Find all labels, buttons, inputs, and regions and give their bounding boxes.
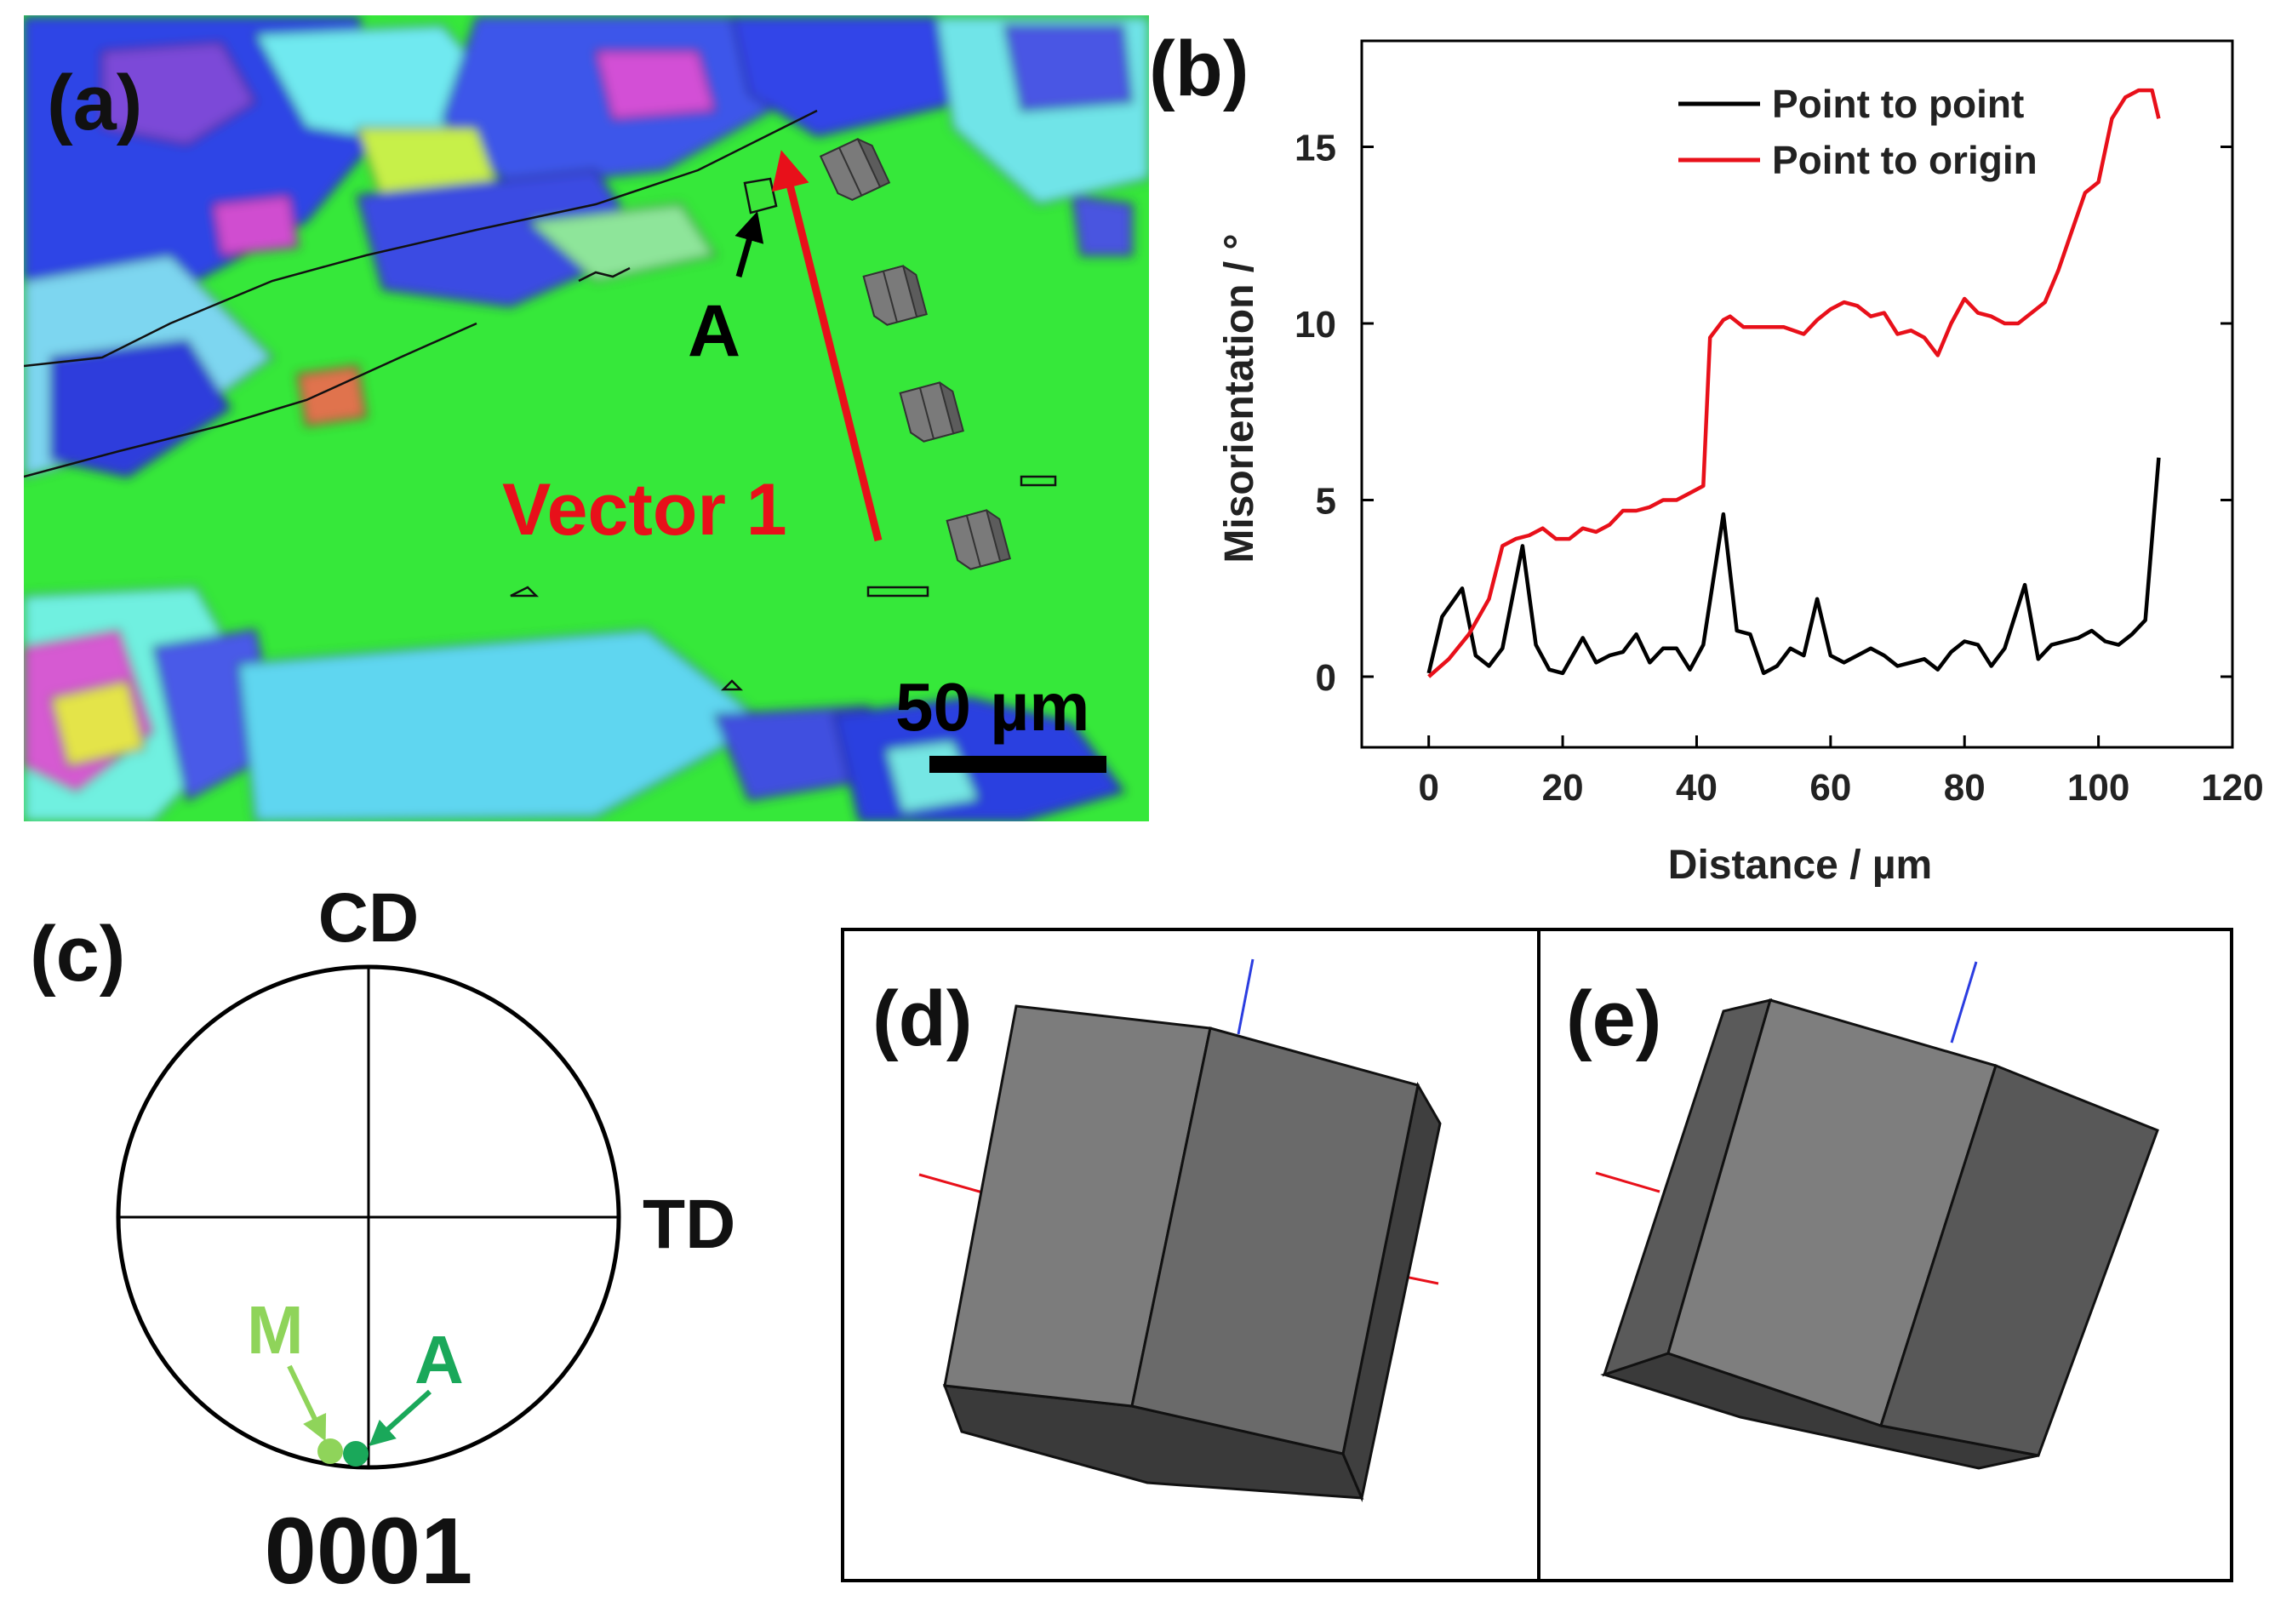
pole-arrow-m (287, 1364, 327, 1442)
crystal-view-d: (d) (872, 958, 1442, 1503)
x-tick-label: 60 (1809, 767, 1851, 809)
panel-label-b: (b) (1149, 26, 1249, 112)
series-line-point-to-origin (1427, 88, 2161, 678)
vector-1-label: Vector 1 (502, 469, 787, 551)
pole-point-m (317, 1438, 343, 1464)
hex-prism-icon (899, 381, 964, 443)
pole-figure-td-label: TD (643, 1186, 735, 1263)
x-tick-label: 20 (1542, 767, 1584, 809)
series-line-point-to-point (1426, 457, 2161, 676)
panel-label-e: (e) (1566, 975, 1661, 1062)
point-a-arrow (734, 211, 764, 277)
point-a-label: A (688, 290, 740, 372)
pole-figure-cd-label: CD (318, 879, 419, 957)
x-tick-label: 120 (2201, 767, 2263, 809)
crystal-views-panel: (d) (e) (841, 928, 2233, 1582)
panel-label-a: (a) (47, 60, 142, 146)
misorientation-chart: (b) 0 20 40 60 80 100 120 0 5 10 15 Misorientation… (1149, 26, 2264, 888)
pole-point-a (343, 1441, 369, 1467)
chart-lines (1426, 88, 2161, 678)
pole-label-m: M (247, 1292, 304, 1368)
x-tick-label: 0 (1418, 767, 1438, 809)
grain-texture (24, 15, 1149, 821)
prism-right-face (1879, 1064, 2159, 1457)
vector-1-arrow (771, 150, 883, 542)
crystal-view-e: (e) (1566, 961, 2159, 1470)
pole-arrow-a (369, 1389, 432, 1447)
y-tick-label: 5 (1316, 481, 1336, 523)
hex-prism-icon (819, 138, 891, 201)
c-axis-blue (1237, 958, 1255, 1035)
pole-figure-0001-label: 0001 (265, 1499, 473, 1604)
panel-label-d: (d) (872, 975, 972, 1062)
grain-a-outline (743, 177, 778, 214)
c-axis-blue (1950, 961, 1978, 1044)
legend-label-point-to-point: Point to point (1772, 82, 2024, 126)
x-tick-label: 80 (1944, 767, 1986, 809)
hex-prism-icon (862, 265, 928, 326)
a-axis-red (1595, 1171, 1660, 1193)
panel-label-c: (c) (30, 911, 125, 998)
prism-front-right-face (1130, 1026, 1420, 1455)
chart-xlabel: Distance / µm (1668, 843, 1932, 888)
chart-frame (1360, 39, 2234, 749)
hex-prism-icon (946, 509, 1011, 570)
pole-figure-panel: (c) CD TD 0001 M A (30, 879, 735, 1604)
chart-legend: Point to point Point to origin (1678, 82, 2038, 182)
y-tick-label: 10 (1295, 304, 1336, 346)
chart-ticks: 0 20 40 60 80 100 120 0 5 10 15 (1295, 128, 2264, 809)
y-tick-label: 0 (1316, 657, 1336, 699)
a-axis-red (918, 1173, 986, 1195)
ebsd-map-panel: Vector 1 A 50 µm (a) (24, 15, 1149, 821)
chart-ylabel: Misorientation / ° (1217, 233, 1262, 563)
y-tick-label: 15 (1295, 128, 1336, 169)
legend-label-point-to-origin: Point to origin (1772, 138, 2038, 182)
x-tick-label: 40 (1676, 767, 1718, 809)
scale-bar-label: 50 µm (895, 669, 1089, 745)
x-tick-label: 100 (2067, 767, 2129, 809)
pole-label-a: A (414, 1322, 464, 1398)
scale-bar (929, 756, 1106, 773)
grain-boundaries (24, 109, 1057, 691)
